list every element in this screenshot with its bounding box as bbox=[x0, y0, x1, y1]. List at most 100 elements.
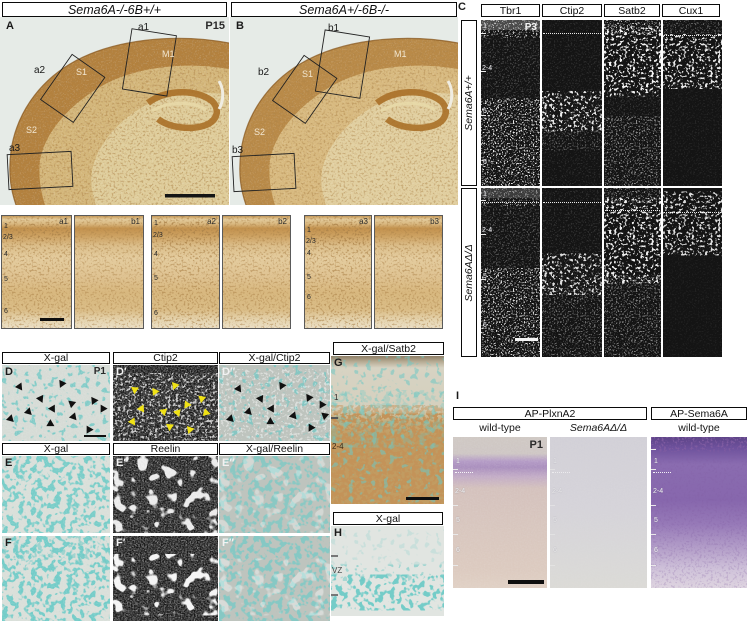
layer-label-5: 5 bbox=[154, 275, 158, 283]
inset-box-b1 bbox=[314, 29, 371, 99]
ihc-texture bbox=[375, 216, 442, 328]
layer-label-1: 1 bbox=[4, 222, 8, 230]
genotype-sidebar-mutant-text: Sema6AΔ/Δ bbox=[463, 243, 475, 302]
region-label-m1: M1 bbox=[162, 49, 175, 59]
marker-header-cux1-text: Cux1 bbox=[678, 4, 704, 17]
inset-label-a2: a2 bbox=[34, 65, 46, 76]
genotype-title-b: Sema6A+/-6B-/- bbox=[231, 2, 457, 17]
d-header-xgal: X-gal bbox=[2, 352, 110, 364]
region-label-s1: S1 bbox=[302, 69, 313, 79]
marker-header-tbr1: Tbr1 bbox=[481, 4, 540, 17]
layer-tick bbox=[453, 468, 458, 470]
hippocampus-shape bbox=[375, 89, 450, 132]
marker-header-satb2: Satb2 bbox=[604, 4, 660, 17]
ventricle-shape bbox=[217, 80, 225, 110]
genotype-sidebar-wildtype: Sema6A+/+ bbox=[461, 20, 477, 186]
panel-b-brain-section: b1 b2 b3 S1 M1 S2 B bbox=[230, 17, 458, 205]
panel-a-letter: A bbox=[6, 20, 14, 32]
layer-tick bbox=[550, 533, 555, 535]
layer-tick bbox=[550, 468, 555, 470]
layer-label-5: 5 bbox=[483, 107, 487, 115]
layer-tick bbox=[481, 71, 486, 73]
layer-label-6: 6 bbox=[4, 307, 8, 315]
layer-label-24: 2-4 bbox=[653, 488, 664, 496]
marker-header-tbr1-text: Tbr1 bbox=[499, 4, 522, 17]
i-group-header-plxna2: AP-PlxnA2 bbox=[453, 407, 647, 420]
fluorescence-texture bbox=[604, 188, 661, 357]
satb2-dab-texture bbox=[331, 356, 444, 504]
zoom-tile-a3: a3 1 2/3 4 5 6 bbox=[304, 215, 372, 329]
layer-label-5: 5 bbox=[456, 517, 460, 525]
panel-h-letter: H bbox=[334, 527, 342, 539]
ihc-texture bbox=[152, 216, 219, 328]
d-header-xgal-text: X-gal bbox=[43, 352, 69, 364]
region-label-s1: S1 bbox=[76, 67, 87, 77]
layer-tick bbox=[550, 504, 555, 506]
i-image-plxna2-mutant: 1 2-4 5 6 bbox=[550, 437, 647, 588]
zoom-tile-b3: b3 bbox=[374, 215, 443, 329]
d-header-ctip2: Ctip2 bbox=[113, 352, 218, 364]
pial-surface-outline bbox=[239, 37, 458, 205]
marker-header-ctip2: Ctip2 bbox=[542, 4, 602, 17]
layer-label-1: 1 bbox=[483, 191, 487, 199]
layer-tick bbox=[481, 33, 486, 35]
layer-label-5: 5 bbox=[307, 274, 311, 282]
layer-label-24: 2-4 bbox=[552, 488, 563, 496]
fluorescence-texture bbox=[663, 20, 722, 186]
region-label-s2: S2 bbox=[26, 125, 37, 135]
layer-label-24: 2-4 bbox=[332, 442, 344, 452]
zoom-tile-a1: a1 1 2/3 4 5 6 bbox=[1, 215, 72, 329]
ihc-texture bbox=[2, 216, 71, 328]
arrowhead-icon bbox=[164, 423, 174, 436]
h-header-text: X-gal bbox=[375, 512, 401, 525]
xgal-texture bbox=[2, 365, 110, 441]
zoom-tile-a2: a2 1 2/3 4 5 6 bbox=[151, 215, 220, 329]
tile-corner-label: b1 bbox=[131, 217, 140, 226]
c-image-satb2-wildtype bbox=[604, 20, 661, 186]
genotype-title-b-text: Sema6A+/-6B-/- bbox=[299, 2, 389, 17]
layer-label-5: 5 bbox=[654, 517, 658, 525]
i-image-plxna2-wildtype: P1 1 2-4 5 6 bbox=[453, 437, 547, 588]
merge-texture bbox=[219, 365, 330, 441]
e-image-xgal: E bbox=[2, 456, 110, 533]
layer-tick bbox=[481, 199, 486, 201]
inset-box-a3 bbox=[6, 150, 74, 191]
hippocampus-highlight bbox=[380, 101, 436, 113]
layer-label-4: 4 bbox=[307, 249, 311, 257]
boundary-dotted-line bbox=[664, 211, 721, 213]
i-col-label-wildtype-1: wild-type bbox=[479, 422, 521, 434]
e-header-xgal-text: X-gal bbox=[43, 443, 69, 455]
scale-bar bbox=[165, 194, 215, 198]
fluorescence-texture bbox=[113, 365, 218, 441]
c-image-cux1-wildtype bbox=[663, 20, 722, 186]
scale-bar bbox=[507, 580, 545, 585]
inset-box-b3 bbox=[231, 152, 297, 193]
genotype-title-a: Sema6A-/-6B+/+ bbox=[2, 2, 227, 17]
inset-label-b3: b3 bbox=[232, 145, 244, 156]
layer-label-6: 6 bbox=[154, 310, 158, 318]
d-header-merge: X-gal/Ctip2 bbox=[219, 352, 330, 364]
age-label-p1: P1 bbox=[93, 366, 106, 377]
d-header-ctip2-text: Ctip2 bbox=[153, 352, 178, 364]
e-image-merge: E″ bbox=[219, 456, 330, 533]
boundary-dotted-line bbox=[664, 34, 721, 36]
boundary-dotted-line bbox=[605, 209, 660, 211]
panel-e-doubleprime-letter: E″ bbox=[222, 457, 235, 469]
panel-b-letter: B bbox=[236, 20, 244, 32]
tile-corner-label: a3 bbox=[359, 217, 368, 226]
layer-label-1: 1 bbox=[654, 458, 658, 466]
inset-label-b1: b1 bbox=[328, 23, 340, 34]
layer-label-6: 6 bbox=[483, 159, 487, 167]
f-image-merge: F″ bbox=[219, 536, 330, 621]
ihc-texture bbox=[305, 216, 371, 328]
age-label-p3: P3 bbox=[524, 22, 537, 33]
panel-f-prime-letter: F′ bbox=[116, 537, 126, 549]
layer-tick bbox=[550, 565, 555, 567]
c-image-ctip2-wildtype bbox=[542, 20, 602, 186]
e-header-xgal: X-gal bbox=[2, 443, 110, 455]
hippocampus-highlight bbox=[151, 101, 207, 113]
tile-corner-label: a2 bbox=[207, 217, 216, 226]
layer-label-6: 6 bbox=[483, 321, 487, 329]
fluorescence-texture bbox=[481, 20, 540, 186]
